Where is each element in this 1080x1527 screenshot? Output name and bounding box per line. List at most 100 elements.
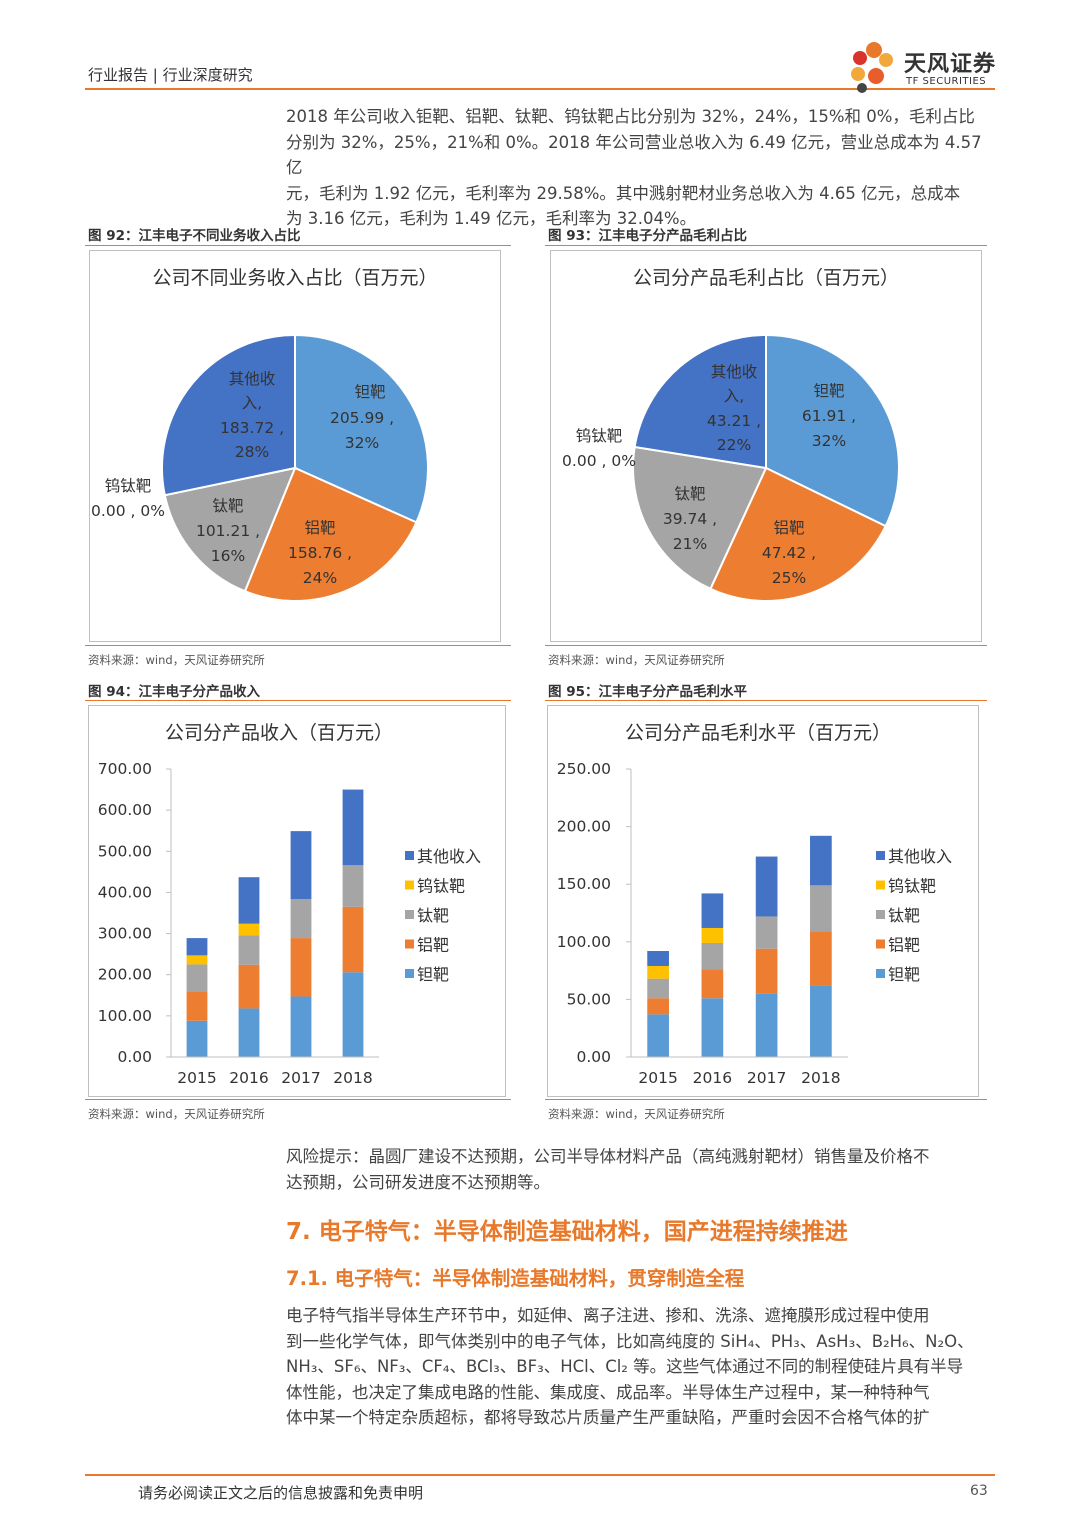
- pie-label-name: 钽靶: [813, 382, 844, 400]
- y-tick-label: 600.00: [98, 801, 152, 819]
- x-tick-label: 2015: [638, 1069, 677, 1087]
- body-line: NH₃、SF₆、NF₃、CF₄、BCl₃、BF₃、HCl、Cl₂ 等。这些气体通…: [286, 1357, 964, 1376]
- fig95-caption-line: [545, 700, 987, 701]
- fig94-bar-svg: 公司分产品收入（百万元） 0.00 100.00 200.00 300.00 400.0…: [98, 722, 481, 1087]
- pie-label-name: 其他收: [711, 363, 758, 381]
- logo-text-zh: 天风证券: [904, 52, 997, 77]
- pie-slice-4: [161, 333, 296, 497]
- bar-segment-钛靶-2018: [810, 885, 832, 932]
- body-line: 体性能，也决定了集成电路的性能、集成度、成品率。半导体生产过程中，某一种特种气: [286, 1382, 930, 1402]
- pie-label-pct: 24%: [303, 569, 337, 587]
- chart-title: 公司不同业务收入占比（百万元）: [152, 267, 437, 289]
- pie-label-value: 101.21 ,: [196, 522, 260, 540]
- fig95-source-line: [545, 1099, 987, 1100]
- body-paragraph: 电子特气指半导体生产环节中，如延伸、离子注进、掺和、洗涤、遮掩膜形成过程中使用 …: [286, 1303, 996, 1431]
- legend-swatch: [876, 939, 885, 949]
- bar-segment-其他收入-2018: [342, 789, 364, 866]
- y-tick-label: 250.00: [557, 760, 611, 778]
- bar-segment-其他收入-2016: [238, 877, 260, 924]
- pie-slice-0: [294, 333, 429, 524]
- fig93-chart: 公司分产品毛利占比（百万元） 钽靶 61.91 , 32% 铝靶 47.42 ,…: [550, 250, 982, 642]
- fig93-source: 资料来源：wind，天风证券研究所: [548, 653, 725, 667]
- bar-segment-铝靶-2015: [647, 998, 669, 1015]
- page-number: 63: [970, 1483, 988, 1499]
- legend-swatch: [876, 910, 885, 919]
- y-tick-label: 0.00: [117, 1048, 152, 1066]
- bar-segment-铝靶-2018: [342, 906, 364, 973]
- bar-segment-钽靶-2017: [290, 996, 312, 1057]
- fig95-source: 资料来源：wind，天风证券研究所: [548, 1107, 725, 1121]
- intro-line: 2018 年公司收入钜靶、铝靶、钛靶、钨钛靶占比分别为 32%，24%，15%和…: [286, 107, 975, 126]
- pie-slice-4: [633, 333, 767, 470]
- y-tick-label: 50.00: [567, 990, 611, 1008]
- chart-title: 公司分产品毛利占比（百万元）: [633, 267, 899, 289]
- fig92-source-line: [85, 645, 511, 646]
- fig92-caption: 图 92：江丰电子不同业务收入占比: [88, 228, 301, 244]
- chart-title: 公司分产品收入（百万元）: [165, 722, 393, 744]
- pie-label-name: 钨钛靶: [105, 477, 152, 495]
- bar-segment-钽靶-2018: [810, 985, 832, 1057]
- pie-label-pct: 32%: [345, 434, 379, 452]
- intro-paragraph: 2018 年公司收入钜靶、铝靶、钛靶、钨钛靶占比分别为 32%，24%，15%和…: [286, 104, 996, 232]
- legend-swatch: [876, 969, 885, 978]
- footer-divider: [85, 1474, 995, 1476]
- y-tick-label: 0.00: [576, 1048, 611, 1066]
- legend-swatch: [405, 910, 414, 919]
- pie-label-value: 183.72 ,: [220, 419, 284, 437]
- fig94-source: 资料来源：wind，天风证券研究所: [88, 1107, 265, 1121]
- y-tick-label: 200.00: [98, 966, 152, 984]
- x-tick-label: 2016: [229, 1069, 268, 1087]
- legend-label: 钛靶: [888, 906, 920, 925]
- pie-slice-0: [765, 333, 900, 528]
- intro-line: 分别为 32%，25%，21%和 0%。2018 年公司营业总收入为 6.49 …: [286, 132, 982, 178]
- bar-segment-其他收入-2017: [755, 856, 778, 917]
- pie-label-pct: 32%: [812, 432, 846, 450]
- bar-segment-钨钛靶-2015: [647, 965, 669, 979]
- y-tick-label: 100.00: [557, 933, 611, 951]
- bar-segment-钽靶-2016: [701, 998, 724, 1057]
- bar-segment-铝靶-2017: [290, 938, 312, 997]
- pie-slice-2: [632, 445, 768, 591]
- pie-label-value: 205.99 ,: [330, 409, 394, 427]
- pie-label-value: 0.00 , 0%: [91, 502, 165, 520]
- bar-segment-钽靶-2016: [238, 1008, 260, 1057]
- bar-segment-钽靶-2018: [342, 972, 364, 1057]
- pie-label-name: 入,: [724, 387, 744, 405]
- legend-swatch: [405, 939, 414, 949]
- bar-segment-钨钛靶-2016: [238, 923, 260, 936]
- bar-segment-铝靶-2017: [755, 948, 778, 994]
- fig95-chart: 公司分产品毛利水平（百万元） 0.00 50.00 100.00 150.00 200.…: [547, 705, 979, 1097]
- pie-label-name: 钨钛靶: [576, 427, 623, 445]
- x-tick-label: 2016: [693, 1069, 732, 1087]
- legend-label: 钽靶: [417, 965, 449, 984]
- fig95-bar-svg: 公司分产品毛利水平（百万元） 0.00 50.00 100.00 150.00 200.…: [557, 722, 952, 1087]
- fig93-source-line: [545, 645, 987, 646]
- bar-segment-铝靶-2015: [186, 991, 208, 1021]
- body-line: 到一些化学气体，即气体类别中的电子气体，比如高纯度的 SiH₄、PH₃、AsH₃…: [286, 1331, 974, 1351]
- y-tick-label: 500.00: [98, 842, 152, 860]
- footer-disclaimer: 请务必阅读正文之后的信息披露和免责申明: [138, 1484, 424, 1502]
- fig92-source: 资料来源：wind，天风证券研究所: [88, 653, 265, 667]
- bar-segment-其他收入-2017: [290, 831, 312, 900]
- fig94-source-line: [85, 1099, 511, 1100]
- report-type-label: 行业报告 | 行业深度研究: [88, 66, 253, 84]
- x-tick-label: 2017: [747, 1069, 786, 1087]
- y-tick-label: 200.00: [557, 818, 611, 836]
- fig94-caption-line: [85, 700, 511, 701]
- fig93-caption-line: [545, 245, 987, 246]
- section-7-1-heading: 7.1. 电子特气：半导体制造基础材料，贯穿制造全程: [286, 1267, 745, 1290]
- legend-swatch: [876, 880, 885, 890]
- x-tick-label: 2017: [281, 1069, 320, 1087]
- risk-line: 风险提示：晶圆厂建设不达预期，公司半导体材料产品（高纯溅射靶材）销售量及价格不: [286, 1147, 930, 1166]
- header-divider: [85, 88, 995, 90]
- body-line: 体中某一个特定杂质超标，都将导致芯片质量产生严重缺陷，严重时会因不合格气体的扩: [286, 1408, 930, 1427]
- bar-segment-钛靶-2018: [342, 865, 364, 907]
- x-tick-label: 2018: [801, 1069, 840, 1087]
- company-logo: 天风证券 TF SECURITIES: [846, 36, 1006, 96]
- pie-label-pct: 16%: [211, 547, 245, 565]
- legend-label: 钨钛靶: [417, 877, 465, 896]
- bar-segment-铝靶-2016: [701, 969, 724, 999]
- bar-segment-钛靶-2016: [701, 942, 724, 970]
- fig92-caption-line: [85, 245, 511, 246]
- bar-segment-钽靶-2017: [755, 993, 778, 1057]
